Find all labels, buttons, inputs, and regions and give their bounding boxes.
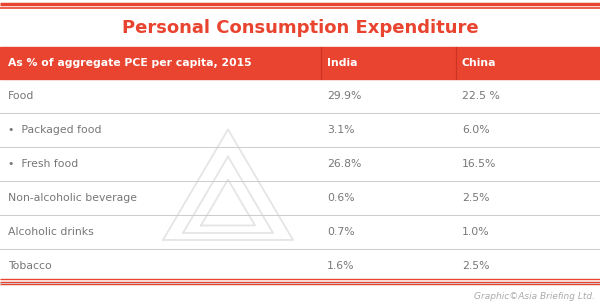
Text: •  Fresh food: • Fresh food (8, 159, 78, 169)
Text: Graphic©Asia Briefing Ltd.: Graphic©Asia Briefing Ltd. (474, 292, 595, 301)
Text: 1.6%: 1.6% (327, 261, 355, 271)
Text: Alcoholic drinks: Alcoholic drinks (8, 227, 94, 237)
Text: 22.5 %: 22.5 % (462, 91, 500, 101)
Text: 1.0%: 1.0% (462, 227, 490, 237)
Text: As % of aggregate PCE per capita, 2015: As % of aggregate PCE per capita, 2015 (8, 58, 251, 68)
Text: Non-alcoholic beverage: Non-alcoholic beverage (8, 193, 137, 203)
Text: 2.5%: 2.5% (462, 261, 490, 271)
Text: 0.6%: 0.6% (327, 193, 355, 203)
Text: 26.8%: 26.8% (327, 159, 361, 169)
Bar (0, 47, 600, 79)
Text: Personal Consumption Expenditure: Personal Consumption Expenditure (122, 19, 478, 37)
Text: 2.5%: 2.5% (462, 193, 490, 203)
Text: •  Packaged food: • Packaged food (8, 125, 101, 135)
Text: 6.0%: 6.0% (462, 125, 490, 135)
Text: India: India (327, 58, 358, 68)
Text: China: China (462, 58, 497, 68)
Text: 0.7%: 0.7% (327, 227, 355, 237)
Text: 3.1%: 3.1% (327, 125, 355, 135)
Text: 29.9%: 29.9% (327, 91, 361, 101)
Text: 16.5%: 16.5% (462, 159, 496, 169)
Text: Tobacco: Tobacco (8, 261, 52, 271)
Text: Food: Food (8, 91, 34, 101)
